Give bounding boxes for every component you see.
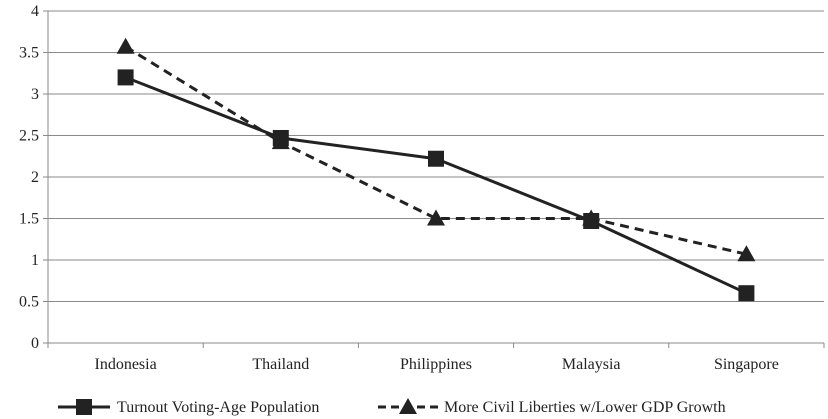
square-marker bbox=[117, 69, 134, 86]
x-tick-label: Malaysia bbox=[562, 356, 621, 373]
series-line bbox=[124, 45, 747, 256]
legend-triangle-marker bbox=[399, 398, 417, 414]
series-turnout bbox=[117, 69, 755, 302]
triangle-marker bbox=[116, 37, 135, 54]
triangle-marker bbox=[427, 209, 445, 226]
legend-item: More Civil Liberties w/Lower GDP Growth bbox=[378, 398, 726, 416]
x-tick-label: Thailand bbox=[252, 356, 309, 373]
square-marker bbox=[583, 212, 600, 229]
y-tick-label: 0.5 bbox=[19, 294, 39, 311]
square-marker bbox=[272, 129, 289, 146]
legend-label: Turnout Voting-Age Population bbox=[117, 399, 319, 416]
series-layer bbox=[116, 37, 756, 302]
legend-square-marker bbox=[76, 399, 92, 415]
x-tick-label: Philippines bbox=[400, 356, 472, 373]
y-tick-label: 1 bbox=[31, 252, 39, 269]
square-marker bbox=[428, 150, 444, 167]
legend: Turnout Voting-Age Population More Civil … bbox=[58, 398, 726, 416]
series-line bbox=[125, 76, 748, 295]
axis-layer: 0 0.5 1 1.5 2 2.5 3 3.5 4 Indonesia Thailand Philip… bbox=[19, 3, 825, 373]
legend-label: More Civil Liberties w/Lower GDP Growth bbox=[444, 399, 726, 416]
series-civil-liberties bbox=[116, 37, 756, 262]
y-tick-label: 0 bbox=[31, 335, 39, 352]
x-tick-label: Indonesia bbox=[94, 356, 156, 373]
y-tick-label: 4 bbox=[31, 3, 39, 20]
legend-item: Turnout Voting-Age Population bbox=[58, 399, 319, 416]
square-marker bbox=[738, 285, 755, 302]
x-tick-label: Singapore bbox=[714, 356, 779, 373]
y-tick-label: 3.5 bbox=[19, 45, 39, 62]
y-tick-label: 2 bbox=[31, 169, 39, 186]
y-tick-label: 2.5 bbox=[19, 128, 39, 145]
triangle-marker bbox=[737, 245, 756, 262]
y-tick-label: 3 bbox=[31, 86, 39, 103]
y-tick-label: 1.5 bbox=[19, 211, 39, 228]
